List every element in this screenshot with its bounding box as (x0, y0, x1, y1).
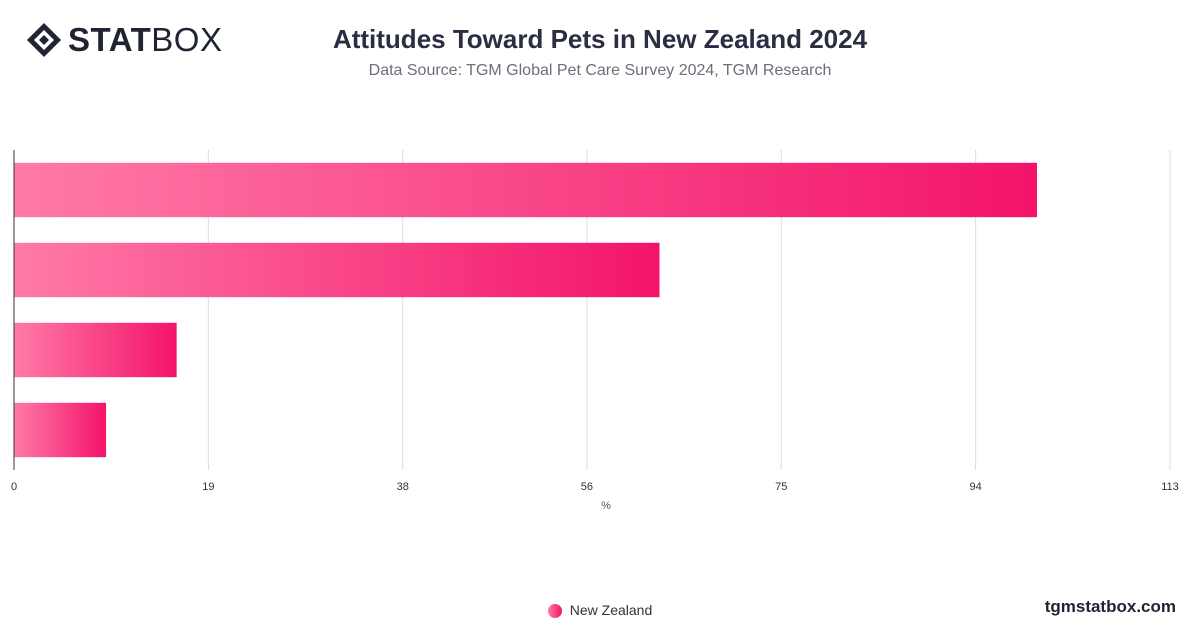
bar-2[interactable] (14, 242, 660, 298)
x-tick-label: 75 (775, 481, 787, 493)
x-tick-label: 19 (202, 481, 214, 493)
legend-label: New Zealand (569, 602, 653, 618)
x-tick-label: 56 (581, 481, 593, 493)
bars (14, 162, 1038, 458)
logo-text-light: BOX (151, 21, 223, 58)
bar-3[interactable] (14, 322, 177, 378)
chart-title: Attitudes Toward Pets in New Zealand 202… (332, 24, 868, 54)
x-tick-label: 94 (970, 481, 982, 493)
logo-text-bold: STAT (68, 21, 152, 58)
x-axis-label: % (601, 500, 611, 512)
statbox-logo: STATBOX (26, 22, 222, 58)
diamond-logo-icon (27, 23, 61, 57)
x-tick-label: 38 (397, 481, 409, 493)
logo-wordmark: STATBOX (68, 22, 222, 58)
chart-subtitle: Data Source: TGM Global Pet Care Survey … (368, 62, 832, 79)
bar-1[interactable] (14, 162, 1038, 218)
legend-swatch (547, 604, 562, 618)
bar-4[interactable] (14, 402, 107, 458)
x-tick-label: 113 (1161, 481, 1179, 493)
website-label: tgmstatbox.com (1044, 597, 1176, 616)
x-axis-ticks: 0 19 38 56 75 94 113 (11, 481, 1179, 493)
x-tick-label: 0 (11, 481, 17, 493)
legend[interactable]: New Zealand (0, 602, 1200, 618)
